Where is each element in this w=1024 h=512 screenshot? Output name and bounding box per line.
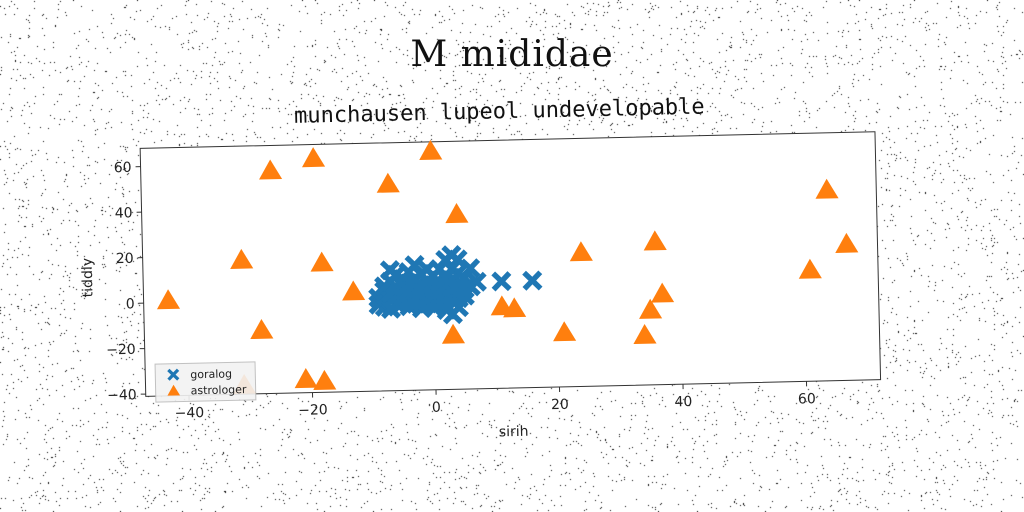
astrologer-point [815, 178, 839, 199]
astrologer-point [376, 172, 400, 193]
astrologer-point [445, 203, 469, 224]
goralog-point [466, 271, 487, 293]
legend-symbol-astrologer [167, 384, 181, 396]
y-tick-label: 60 [114, 160, 132, 176]
astrologer-point [259, 159, 283, 180]
x-axis-label: sirih [499, 424, 529, 441]
x-tick-label: 0 [432, 400, 441, 416]
astrologer-point [651, 282, 675, 303]
figure-suptitle: M mididae [410, 34, 614, 75]
plot-area-frame [139, 131, 882, 397]
astrologer-point [639, 298, 663, 319]
x-tick-label: −20 [298, 402, 328, 419]
astrologer-point [313, 369, 337, 390]
astrologer-point [302, 147, 326, 168]
astrologer-point [798, 258, 822, 279]
astrologer-point [342, 280, 366, 301]
astrologer-point [553, 321, 577, 342]
goralog-point [448, 297, 469, 318]
goralog-point [460, 258, 481, 279]
x-tick-label: 40 [674, 394, 692, 410]
astrologer-point [633, 323, 657, 345]
astrologer-point [294, 368, 318, 389]
legend-marker-astrologer [167, 384, 181, 396]
astrologer-point [250, 318, 274, 340]
legend-label-goralog: goralog [190, 367, 232, 381]
legend: goralog astrologer [154, 361, 257, 403]
data-points [156, 139, 859, 395]
astrologer-point [230, 248, 254, 269]
astrologer-point [156, 289, 181, 310]
x-tick-label: −40 [174, 405, 204, 422]
legend-symbol-goralog [167, 368, 180, 381]
astrologer-point [569, 241, 593, 262]
y-tick-label: 40 [115, 205, 133, 221]
legend-box [154, 361, 257, 403]
astrologer-point [835, 232, 859, 253]
axis-ticks: −40 −20 0 20 40 60 −40 −20 0 20 40 60 [106, 160, 816, 422]
y-axis-label: tiddly [80, 258, 97, 298]
legend-label-astrologer: astrologer [191, 383, 248, 397]
astrologer-point [643, 230, 667, 251]
chart-title: munchausen lupeol undevelopable [294, 95, 705, 129]
goralog-point [522, 270, 543, 291]
y-tick-label: −20 [106, 342, 136, 359]
astrologer-point [310, 251, 334, 272]
legend-marker-goralog [167, 368, 180, 381]
y-tick-label: −40 [107, 387, 137, 404]
astrologer-point [419, 139, 443, 160]
astrologer-point [503, 297, 527, 318]
x-tick-label: 20 [551, 397, 569, 413]
goralog-point [491, 271, 512, 292]
astrologer-point [441, 323, 466, 344]
y-tick-label: 0 [126, 296, 135, 312]
x-tick-label: 60 [798, 391, 816, 407]
y-tick-label: 20 [116, 251, 134, 267]
